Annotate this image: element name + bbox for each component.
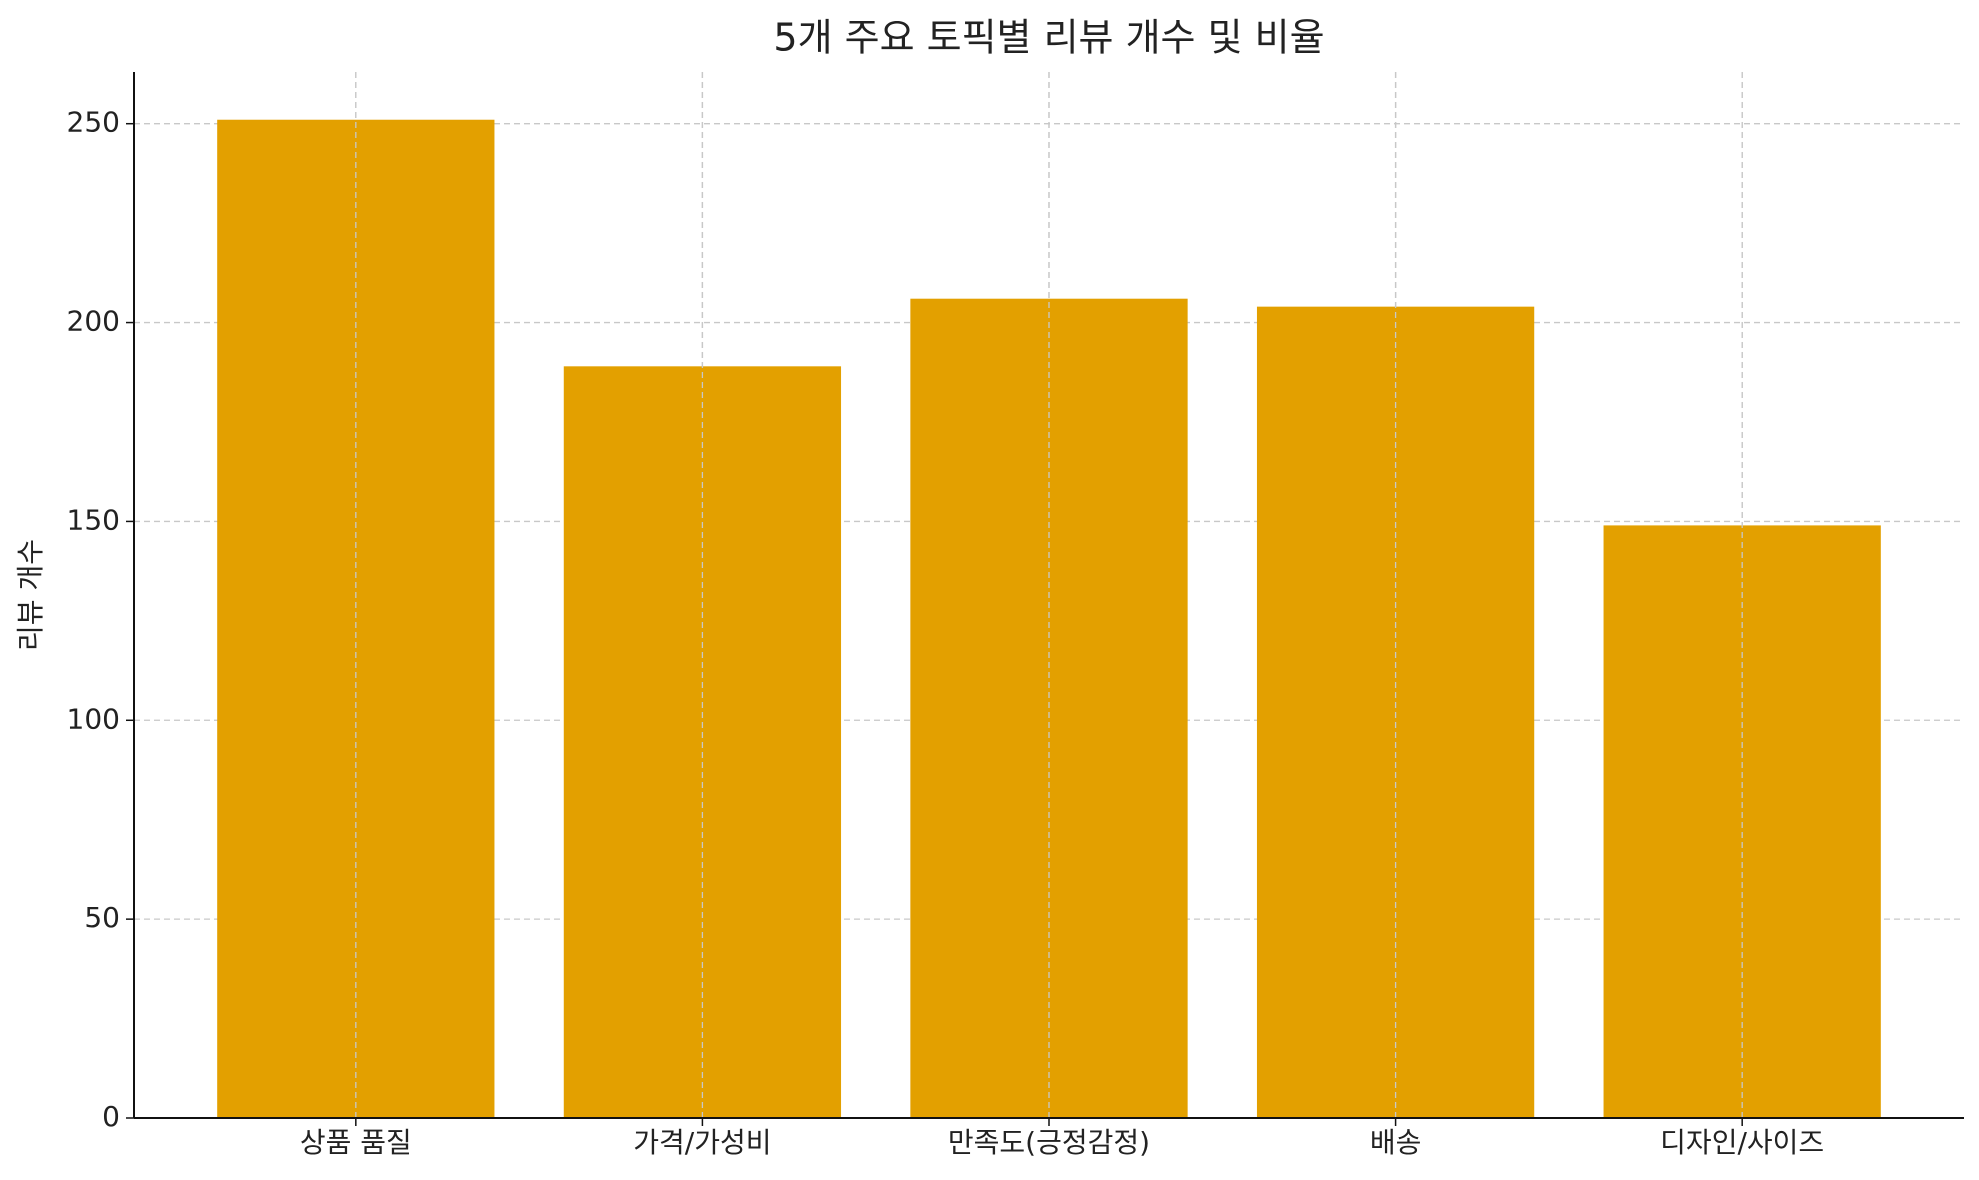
y-tick-label: 0 xyxy=(102,1100,120,1133)
x-tick-label: 가격/가성비 xyxy=(633,1126,771,1159)
y-tick-label: 50 xyxy=(84,901,120,934)
y-tick-label: 150 xyxy=(67,503,120,536)
x-tick-label: 만족도(긍정감정) xyxy=(948,1126,1150,1159)
y-axis-label: 리뷰 개수 xyxy=(14,539,47,651)
x-tick-label: 배송 xyxy=(1370,1126,1422,1159)
x-tick-label: 상품 품질 xyxy=(300,1126,412,1159)
y-tick-label: 100 xyxy=(67,702,120,735)
x-tick-label: 디자인/사이즈 xyxy=(1660,1126,1824,1159)
bar xyxy=(217,119,495,1118)
y-tick-label: 200 xyxy=(67,305,120,338)
y-tick-label: 250 xyxy=(67,106,120,139)
chart-title: 5개 주요 토픽별 리뷰 개수 및 비율 xyxy=(773,16,1324,60)
